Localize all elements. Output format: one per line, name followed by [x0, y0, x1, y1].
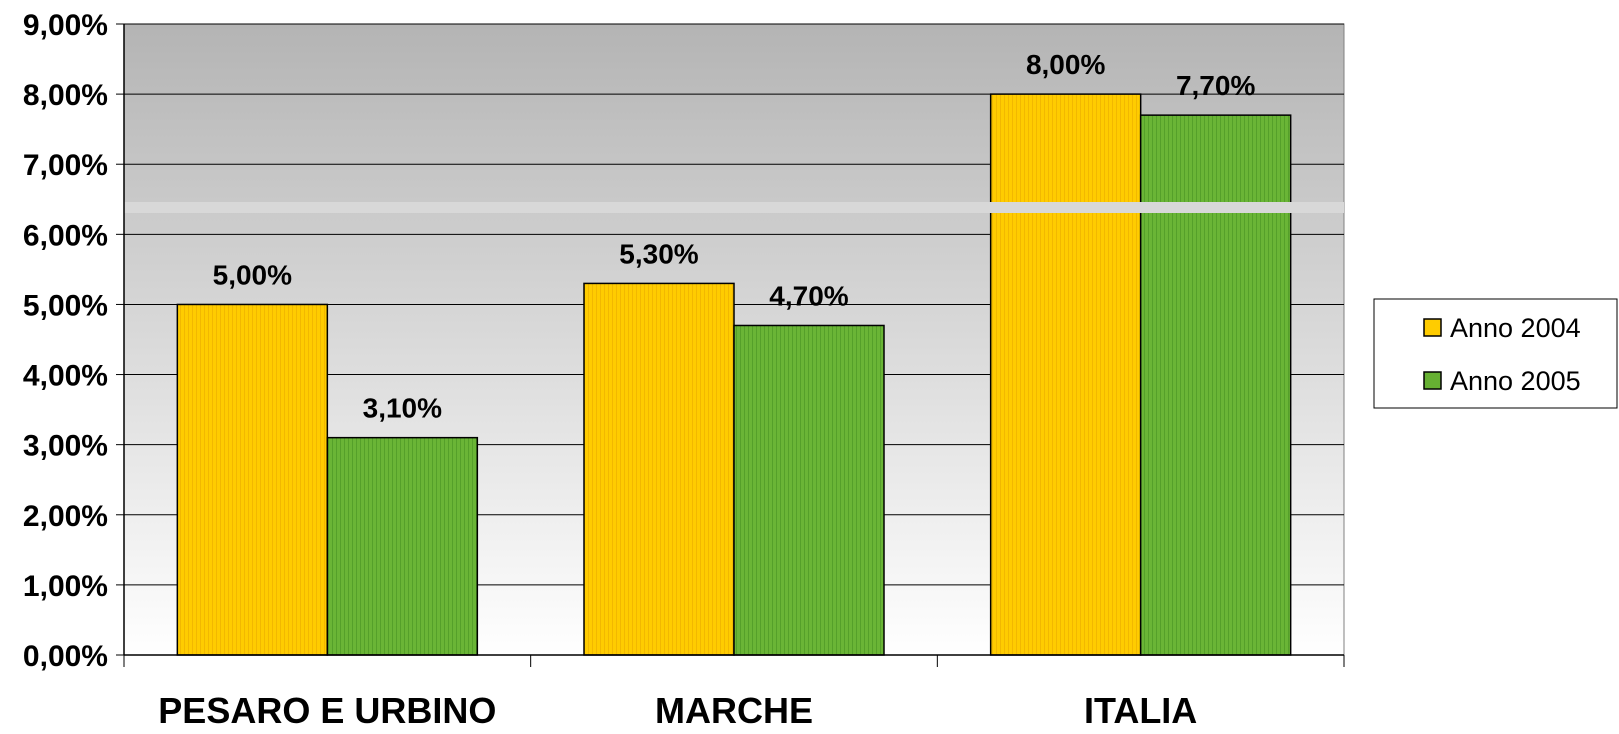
x-category-label: PESARO E URBINO — [158, 690, 496, 731]
y-tick-label: 9,00% — [23, 9, 108, 42]
y-tick-label: 7,00% — [23, 149, 108, 182]
bar-anno-2005 — [733, 324, 885, 656]
bars — [176, 93, 1292, 656]
data-label: 4,70% — [769, 280, 848, 311]
y-tick-label: 2,00% — [23, 500, 108, 533]
y-tick-label: 3,00% — [23, 430, 108, 463]
legend-swatch-2004 — [1423, 318, 1442, 337]
bar-anno-2004 — [989, 93, 1142, 656]
y-tick-label: 4,00% — [23, 360, 108, 393]
legend-swatch-2005 — [1423, 371, 1442, 390]
data-label: 5,30% — [619, 238, 698, 269]
bar-anno-2004 — [583, 282, 735, 656]
legend-label-2005: Anno 2005 — [1450, 366, 1581, 396]
x-category-label: MARCHE — [655, 690, 813, 731]
y-tick-label: 5,00% — [23, 289, 108, 322]
data-label: 8,00% — [1026, 49, 1105, 80]
bar-anno-2005 — [326, 436, 479, 656]
data-label: 3,10% — [363, 393, 442, 424]
data-label: 5,00% — [213, 259, 292, 290]
data-label: 7,70% — [1176, 70, 1255, 101]
axes: 0,00% 1,00% 2,00% 3,00% 4,00% 5,00% 6,00% 7,00%… — [23, 9, 1345, 731]
bar-anno-2004 — [176, 303, 329, 656]
y-tick-label: 8,00% — [23, 79, 108, 112]
bar-anno-2005 — [1139, 114, 1292, 656]
legend-box — [1373, 298, 1618, 409]
y-tick-label: 0,00% — [23, 640, 108, 673]
y-tick-label: 1,00% — [23, 570, 108, 603]
legend: Anno 2004 Anno 2005 — [1373, 298, 1618, 409]
data-labels: 5,00% 3,10% 5,30% 4,70% 8,00% 7,70% — [213, 49, 1256, 424]
x-category-label: ITALIA — [1084, 690, 1197, 731]
y-tick-label: 6,00% — [23, 219, 108, 252]
gridline-highlight — [124, 202, 1344, 213]
legend-label-2004: Anno 2004 — [1450, 313, 1581, 343]
